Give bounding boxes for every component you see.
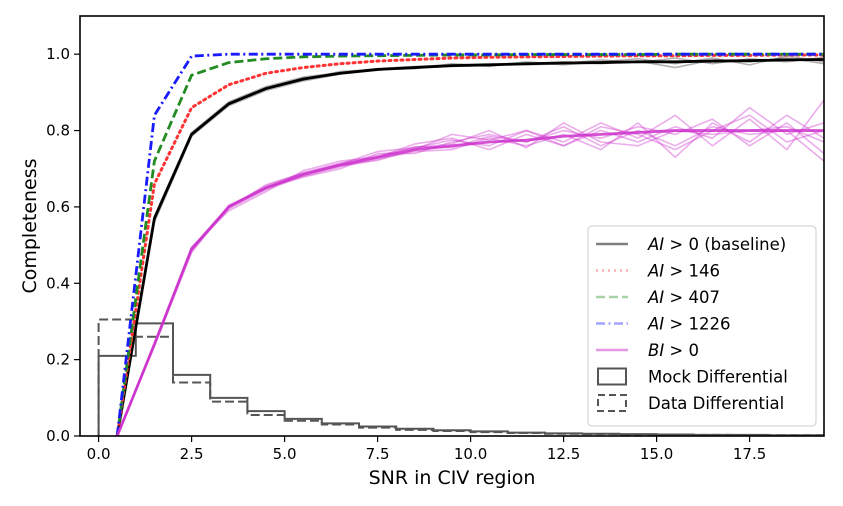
x-tick-label: 2.5 xyxy=(180,445,204,463)
x-tick-label: 7.5 xyxy=(366,445,390,463)
legend-label: Data Differential xyxy=(648,394,784,413)
y-tick-label: 0.4 xyxy=(46,274,70,292)
x-tick-label: 0.0 xyxy=(87,445,111,463)
histogram-data-differential xyxy=(97,318,824,436)
legend-swatch xyxy=(597,394,627,412)
y-tick-label: 0.6 xyxy=(46,198,70,216)
legend-swatch xyxy=(597,367,627,386)
y-tick-label: 1.0 xyxy=(46,45,70,63)
legend-box xyxy=(587,225,817,427)
y-axis-label: Completeness xyxy=(19,158,41,293)
legend-label: BI > 0 xyxy=(648,341,699,360)
x-axis-label: SNR in CIV region xyxy=(369,467,536,489)
x-tick-label: 10.0 xyxy=(454,445,487,463)
y-tick-label: 0.0 xyxy=(46,427,70,445)
x-tick-label: 17.5 xyxy=(733,445,766,463)
plot-frame xyxy=(79,15,825,437)
legend-label: AI > 146 xyxy=(647,262,720,281)
x-tick-label: 12.5 xyxy=(547,445,580,463)
x-tick-label: 5.0 xyxy=(273,445,297,463)
legend-label: AI > 407 xyxy=(647,288,720,307)
y-tick-label: 0.8 xyxy=(46,122,70,140)
series-ai-1226-line xyxy=(115,52,824,436)
y-tick-label: 0.2 xyxy=(46,351,70,369)
series-bi-0-line xyxy=(115,129,824,436)
legend-label: AI > 1226 xyxy=(647,315,730,334)
series-ai-0-baseline-line xyxy=(115,58,824,436)
legend-label: AI > 0 (baseline) xyxy=(647,235,786,254)
x-tick-label: 15.0 xyxy=(640,445,673,463)
legend-label: Mock Differential xyxy=(648,368,788,387)
legend: AI > 0 (baseline) AI > 146 AI > 407 AI > 12… xyxy=(587,225,817,427)
series-bi-0-realization xyxy=(116,118,824,436)
